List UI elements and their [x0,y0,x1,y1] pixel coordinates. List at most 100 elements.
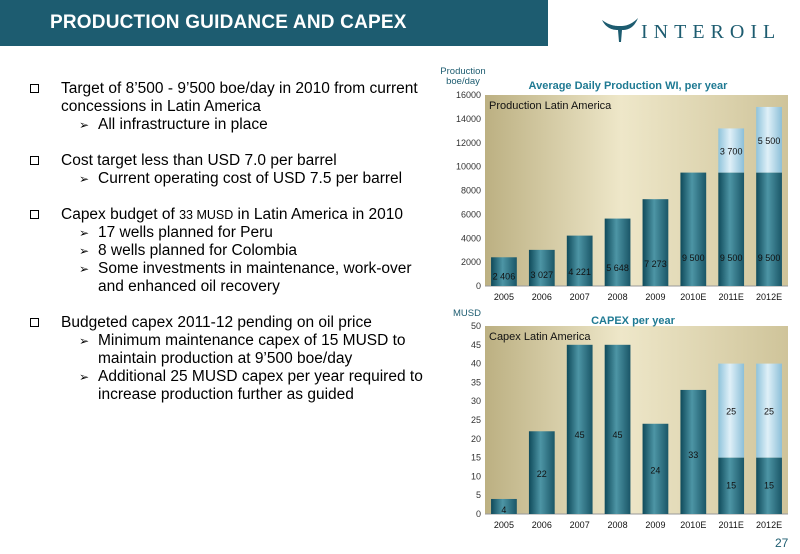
slide-title: PRODUCTION GUIDANCE AND CAPEX [50,12,407,33]
y-tick-label: 12000 [456,138,481,148]
arrow-bullet-icon: ➢ [79,244,90,258]
y-tick-label: 45 [471,340,481,350]
bullet-capex-budget: Capex budget of 33 MUSD in Latin America… [30,206,440,224]
bar-value-label: 25 [726,407,736,417]
bar-value-label: 3 700 [720,147,743,157]
bar [491,498,517,514]
bar [718,457,745,514]
bar [642,423,669,514]
bar [756,172,782,286]
bullet-text: Capex budget of [61,206,180,223]
bar [604,218,631,286]
bar [491,257,517,286]
bar-value-label: 5 500 [758,136,781,146]
bullet-cost-target: Cost target less than USD 7.0 per barrel [30,152,440,170]
sub-bullet: ➢ 17 wells planned for Peru [30,224,440,242]
y-tick-label: 15 [471,453,481,463]
capex-amount: 33 MUSD [179,208,234,222]
x-tick-label: 2012E [756,292,782,302]
y-tick-label: 0 [476,509,481,519]
whale-tail-icon [602,18,638,42]
arrow-bullet-icon: ➢ [79,370,90,384]
bullet-capex-2011-12: Budgeted capex 2011-12 pending on oil pr… [30,314,440,332]
checkbox-bullet-icon [30,210,39,219]
y-axis-label: MUSD [453,308,481,319]
sub-bullet: ➢ Some investments in maintenance, work-… [30,260,440,296]
bar [756,106,782,173]
checkbox-bullet-icon [30,318,39,327]
arrow-bullet-icon: ➢ [79,226,90,240]
bar [566,344,593,514]
sub-bullet-text: Minimum maintenance capex of 15 MUSD to … [98,332,406,367]
x-tick-label: 2009 [645,292,665,302]
x-tick-label: 2006 [532,292,552,302]
bar [718,363,745,458]
x-tick-label: 2010E [680,292,706,302]
interoil-logo: INTEROIL [600,14,790,44]
bar [718,128,745,173]
x-tick-label: 2006 [532,520,552,530]
page-number: 27 [775,536,789,550]
bar-value-label: 15 [764,481,774,491]
checkbox-bullet-icon [30,84,39,93]
title-bar: PRODUCTION GUIDANCE AND CAPEX [0,0,548,46]
arrow-bullet-icon: ➢ [79,118,90,132]
sub-bullet-text: Additional 25 MUSD capex per year requir… [98,368,423,403]
production-chart: 0 2000 4000 6000 8000 10000 12000 14000 16000 Pro… [440,66,788,302]
y-tick-label: 20 [471,434,481,444]
bar [604,344,631,514]
sub-bullet-text: All infrastructure in place [98,116,268,133]
bar-value-label: 2 406 [493,272,516,282]
y-tick-label: 30 [471,396,481,406]
arrow-bullet-icon: ➢ [79,262,90,276]
sub-bullet: ➢ All infrastructure in place [30,116,440,134]
x-tick-label: 2008 [608,292,628,302]
arrow-bullet-icon: ➢ [79,172,90,186]
x-tick-label: 2011E [719,292,744,302]
sub-bullet: ➢ Minimum maintenance capex of 15 MUSD t… [30,332,440,368]
y-tick-label: 2000 [461,257,481,267]
capex-chart: 0 5 10 15 20 25 30 35 40 45 50 MUSD CAPEX per yearCa… [453,308,788,530]
y-tick-label: 35 [471,377,481,387]
y-tick-label: 4000 [461,233,481,243]
chart-title: CAPEX per year [591,315,675,327]
bar-value-label: 9 500 [758,253,781,263]
bullet-text: Cost target less than USD 7.0 per barrel [61,152,337,169]
x-tick-label: 2007 [570,520,590,530]
x-tick-label: 2007 [570,292,590,302]
bullet-text: in Latin America in 2010 [233,206,403,223]
bar-value-label: 3 027 [531,270,554,280]
bar [756,363,782,458]
bar-value-label: 45 [613,430,623,440]
bar [642,199,669,286]
x-tick-label: 2010E [680,520,706,530]
bullet-list: Target of 8’500 - 9’500 boe/day in 2010 … [30,80,440,404]
y-axis-label: boe/day [446,76,480,87]
chart-subtitle: Production Latin America [489,100,612,112]
x-tick-label: 2005 [494,520,514,530]
bar-value-label: 15 [726,481,736,491]
bar [680,389,707,514]
y-tick-label: 40 [471,359,481,369]
y-tick-label: 5 [476,490,481,500]
y-tick-label: 6000 [461,209,481,219]
sub-bullet-text: Current operating cost of USD 7.5 per ba… [98,170,403,187]
y-axis-label: Production [440,66,485,77]
bar-value-label: 22 [537,469,547,479]
bar [528,249,555,286]
chart-title: Average Daily Production WI, per year [529,80,729,92]
bar [528,431,555,514]
y-tick-label: 50 [471,321,481,331]
bar-value-label: 5 648 [606,263,629,273]
y-tick-label: 14000 [456,114,481,124]
y-tick-label: 25 [471,415,481,425]
bar-value-label: 7 273 [644,259,667,269]
bar-value-label: 33 [688,450,698,460]
bar [718,172,745,286]
y-tick-label: 8000 [461,186,481,196]
bullet-text: Target of 8’500 - 9’500 boe/day in 2010 … [61,80,418,115]
x-tick-label: 2011E [719,520,744,530]
bullet-text: Budgeted capex 2011-12 pending on oil pr… [61,314,372,331]
bar-value-label: 9 500 [720,253,743,263]
y-tick-label: 0 [476,281,481,291]
